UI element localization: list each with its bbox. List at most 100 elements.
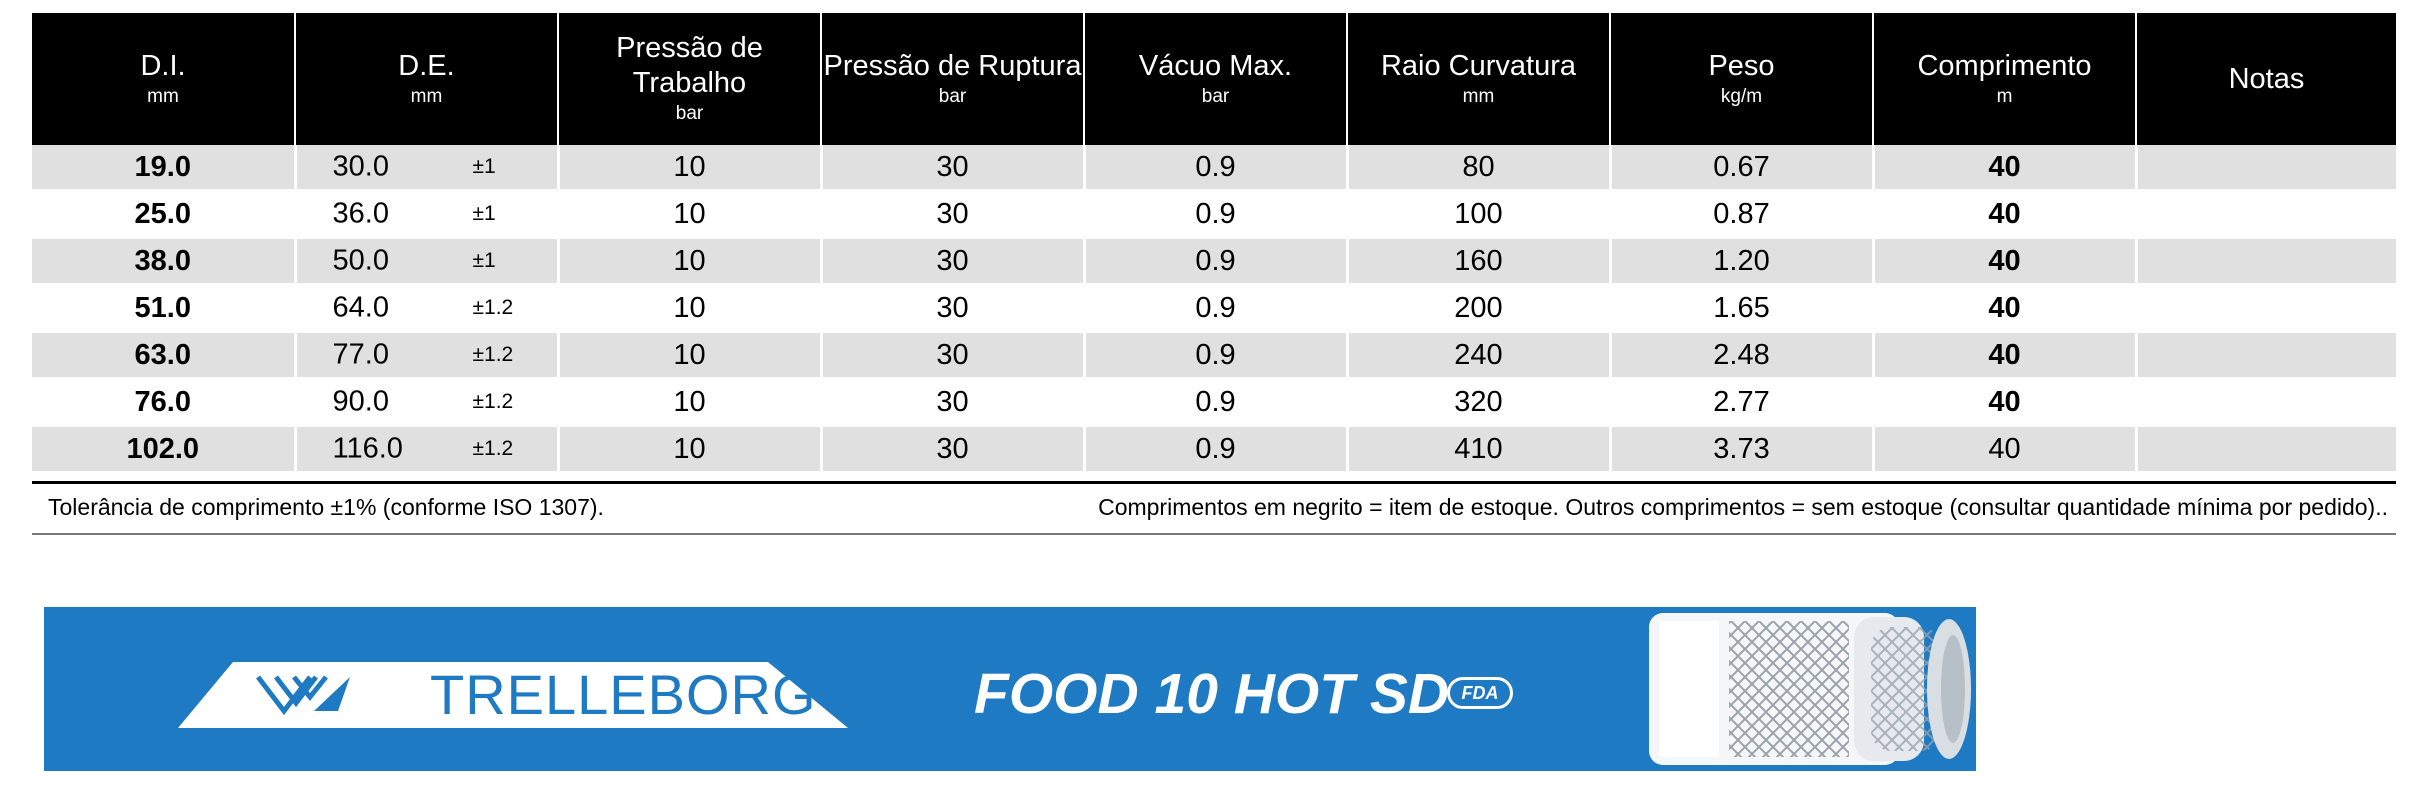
cell-comprimento: 40 xyxy=(1873,425,2138,474)
header-unit: kg/m xyxy=(1720,85,1763,107)
cell-di: 102.0 xyxy=(32,425,297,474)
de-value: 36.0 xyxy=(332,197,389,230)
cell-comprimento: 40 xyxy=(1873,237,2138,286)
header-cell: Raio Curvatura mm xyxy=(1347,13,1611,145)
cell-pressao-ruptura: 30 xyxy=(821,331,1086,380)
de-value: 77.0 xyxy=(332,338,389,371)
table-row: 38.0 50.0 ±1 10 30 0.9 160 1.20 40 xyxy=(32,237,2396,286)
cell-raio: 80 xyxy=(1347,145,1612,192)
cell-pressao-trabalho: 10 xyxy=(558,145,823,192)
de-tolerance: ±1.2 xyxy=(472,296,514,319)
header-unit: bar xyxy=(938,85,967,107)
cell-comprimento: 40 xyxy=(1873,331,2138,380)
cell-de: 36.0 ±1 xyxy=(295,190,560,239)
header-label: D.E. xyxy=(398,49,455,82)
hose-image xyxy=(1649,613,1971,765)
brand-name: TRELLEBORG xyxy=(430,663,817,726)
cell-raio: 160 xyxy=(1347,237,1612,286)
cell-vacuo: 0.9 xyxy=(1084,425,1349,474)
cell-notas xyxy=(2136,425,2396,474)
cell-vacuo: 0.9 xyxy=(1084,145,1349,192)
header-unit: bar xyxy=(675,103,704,124)
header-cell: D.I. mm xyxy=(32,13,296,145)
cell-de: 30.0 ±1 xyxy=(295,145,560,192)
notes-top-rule xyxy=(32,481,2396,484)
table-row: 19.0 30.0 ±1 10 30 0.9 80 0.67 40 xyxy=(32,145,2396,192)
cell-pressao-trabalho: 10 xyxy=(558,378,823,427)
cell-pressao-ruptura: 30 xyxy=(821,190,1086,239)
cell-peso: 1.20 xyxy=(1610,237,1875,286)
cell-di: 76.0 xyxy=(32,378,297,427)
header-label: Pressão de Trabalho xyxy=(616,32,763,99)
cell-pressao-ruptura: 30 xyxy=(821,284,1086,333)
header-unit: m xyxy=(1996,85,2013,107)
cell-pressao-ruptura: 30 xyxy=(821,425,1086,474)
header-label: Comprimento xyxy=(1917,49,2092,82)
cell-raio: 200 xyxy=(1347,284,1612,333)
cell-vacuo: 0.9 xyxy=(1084,284,1349,333)
header-label: Peso xyxy=(1708,49,1775,82)
cell-notas xyxy=(2136,145,2396,192)
header-label: Raio Curvatura xyxy=(1380,49,1577,82)
trelleborg-logo-icon xyxy=(256,675,350,716)
de-value: 64.0 xyxy=(332,291,389,324)
product-name: FOOD 10 HOT SD xyxy=(974,662,1450,726)
cell-de: 64.0 ±1.2 xyxy=(295,284,560,333)
header-cell: Notas xyxy=(2136,13,2396,145)
cell-raio: 410 xyxy=(1347,425,1612,474)
cell-peso: 0.67 xyxy=(1610,145,1875,192)
header-label: Notas xyxy=(2228,62,2305,95)
table-row: 102.0 116.0 ±1.2 10 30 0.9 410 3.73 40 xyxy=(32,425,2396,474)
product-banner: TRELLEBORG FOOD 10 HOT SD FDA xyxy=(44,607,1976,771)
header-cell: Peso kg/m xyxy=(1610,13,1874,145)
de-value: 116.0 xyxy=(332,432,403,465)
de-tolerance: ±1 xyxy=(472,249,496,272)
cell-peso: 3.73 xyxy=(1610,425,1875,474)
cell-notas xyxy=(2136,284,2396,333)
cell-vacuo: 0.9 xyxy=(1084,378,1349,427)
header-cell: Pressão de Ruptura bar xyxy=(821,13,1085,145)
cell-notas xyxy=(2136,331,2396,380)
cell-de: 116.0 ±1.2 xyxy=(295,425,560,474)
header-unit: mm xyxy=(1462,85,1495,107)
hose-spec-table: D.I. mm D.E. mm Pressão de Trabalho bar Pre… xyxy=(32,13,2396,474)
table-row: 51.0 64.0 ±1.2 10 30 0.9 200 1.65 40 xyxy=(32,284,2396,333)
header-cell: Comprimento m xyxy=(1873,13,2137,145)
cell-de: 50.0 ±1 xyxy=(295,237,560,286)
header-label: D.I. xyxy=(140,49,186,82)
header-label: Pressão de Ruptura xyxy=(823,49,1082,82)
de-value: 50.0 xyxy=(332,244,389,277)
header-cell: Pressão de Trabalho bar xyxy=(558,13,822,145)
cell-di: 63.0 xyxy=(32,331,297,380)
cell-raio: 100 xyxy=(1347,190,1612,239)
cell-notas xyxy=(2136,190,2396,239)
cell-pressao-trabalho: 10 xyxy=(558,425,823,474)
cell-raio: 240 xyxy=(1347,331,1612,380)
cell-peso: 1.65 xyxy=(1610,284,1875,333)
header-unit: mm xyxy=(147,85,179,107)
de-tolerance: ±1.2 xyxy=(472,390,514,413)
cell-comprimento: 40 xyxy=(1873,284,2138,333)
notes-bottom-rule xyxy=(32,533,2396,535)
cell-di: 19.0 xyxy=(32,145,297,192)
header-cell: D.E. mm xyxy=(295,13,559,145)
header-unit: bar xyxy=(1201,85,1230,107)
table-row: 63.0 77.0 ±1.2 10 30 0.9 240 2.48 40 xyxy=(32,331,2396,380)
cell-pressao-ruptura: 30 xyxy=(821,237,1086,286)
cell-di: 51.0 xyxy=(32,284,297,333)
cell-comprimento: 40 xyxy=(1873,378,2138,427)
fda-badge: FDA xyxy=(1447,677,1513,709)
de-value: 90.0 xyxy=(332,385,389,418)
cell-notas xyxy=(2136,237,2396,286)
cell-comprimento: 40 xyxy=(1873,145,2138,192)
cell-de: 90.0 ±1.2 xyxy=(295,378,560,427)
de-tolerance: ±1 xyxy=(472,202,496,225)
cell-di: 38.0 xyxy=(32,237,297,286)
cell-pressao-trabalho: 10 xyxy=(558,331,823,380)
table-header-row: D.I. mm D.E. mm Pressão de Trabalho bar Pre… xyxy=(32,13,2396,145)
cell-di: 25.0 xyxy=(32,190,297,239)
cell-de: 77.0 ±1.2 xyxy=(295,331,560,380)
de-value: 30.0 xyxy=(332,150,389,183)
cell-peso: 0.87 xyxy=(1610,190,1875,239)
cell-vacuo: 0.9 xyxy=(1084,331,1349,380)
